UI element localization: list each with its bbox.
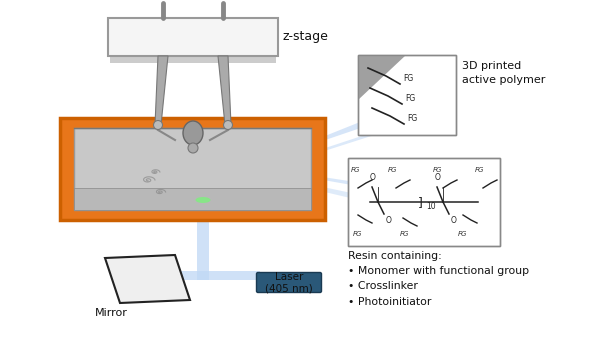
Polygon shape: [290, 172, 380, 190]
Polygon shape: [155, 56, 168, 125]
Polygon shape: [358, 55, 406, 100]
Text: O: O: [386, 216, 392, 225]
Text: O: O: [435, 173, 441, 182]
Ellipse shape: [183, 121, 203, 145]
Ellipse shape: [189, 195, 217, 205]
Text: FG: FG: [475, 167, 485, 173]
Text: Mirror: Mirror: [95, 308, 128, 318]
Polygon shape: [105, 255, 190, 303]
Text: FG: FG: [458, 231, 467, 237]
Ellipse shape: [223, 120, 232, 129]
Text: FG: FG: [403, 73, 413, 82]
Polygon shape: [290, 108, 395, 152]
Bar: [74, 128, 311, 210]
Text: 3D printed
active polymer: 3D printed active polymer: [462, 61, 545, 85]
Bar: [74, 188, 311, 210]
Text: FG: FG: [400, 231, 410, 237]
Bar: [60, 118, 325, 220]
Text: FG: FG: [433, 167, 443, 173]
Text: O: O: [451, 216, 457, 225]
Bar: [358, 55, 456, 135]
Bar: [108, 18, 278, 56]
Polygon shape: [165, 271, 260, 280]
FancyBboxPatch shape: [256, 273, 322, 293]
Ellipse shape: [188, 143, 198, 153]
Bar: [348, 158, 500, 246]
Text: ]: ]: [418, 196, 422, 209]
Bar: [358, 55, 456, 135]
Ellipse shape: [196, 197, 211, 203]
Text: Resin containing:
• Monomer with functional group
• Crosslinker
• Photoinitiator: Resin containing: • Monomer with functio…: [348, 251, 529, 307]
Bar: [348, 158, 500, 246]
Polygon shape: [358, 55, 406, 100]
Text: Laser
(405 nm): Laser (405 nm): [265, 272, 313, 294]
Polygon shape: [290, 180, 380, 205]
Text: 10: 10: [426, 201, 436, 210]
Text: FG: FG: [352, 167, 361, 173]
Ellipse shape: [154, 120, 163, 129]
Text: O: O: [370, 173, 376, 182]
Polygon shape: [290, 125, 395, 162]
Text: FG: FG: [388, 167, 398, 173]
Text: z-stage: z-stage: [283, 30, 329, 42]
Bar: [110, 56, 276, 63]
Polygon shape: [218, 56, 231, 125]
Text: FG: FG: [353, 231, 362, 237]
Text: FG: FG: [407, 114, 417, 122]
Polygon shape: [197, 200, 209, 280]
Text: FG: FG: [405, 93, 415, 102]
